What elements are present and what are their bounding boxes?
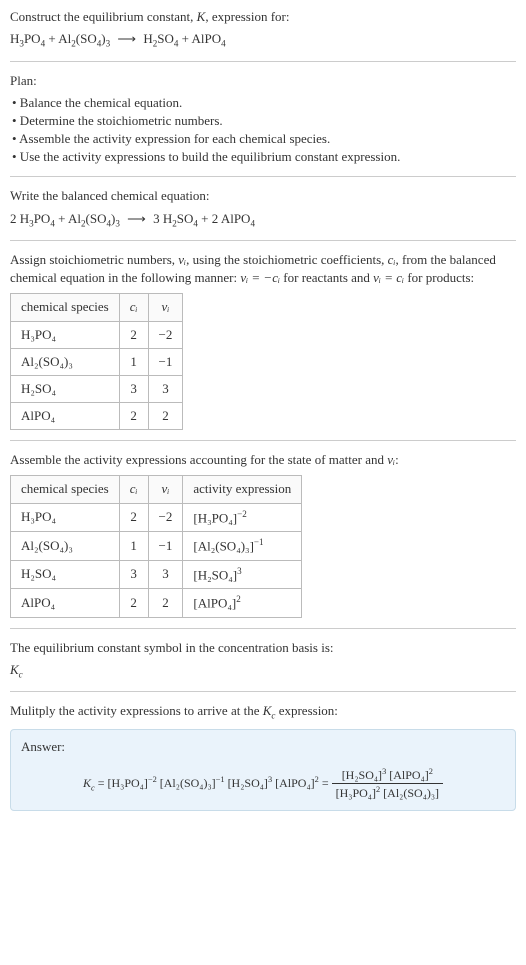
denominator: [H₃PO₄]2 [Al₂(SO₄)₃]: [332, 784, 443, 802]
table-row: Al₂(SO₄)₃1−1: [11, 348, 183, 375]
col-vi: νᵢ: [148, 476, 183, 503]
plan-section: Plan: • Balance the chemical equation. •…: [10, 72, 516, 178]
kc-symbol-section: The equilibrium constant symbol in the c…: [10, 639, 516, 693]
balanced-equation: 2 H3PO4 + Al2(SO4)3 ⟶ 3 H2SO4 + 2 AlPO4: [10, 210, 516, 230]
table-row: AlPO₄22[AlPO₄]2: [11, 589, 302, 618]
balanced-section: Write the balanced chemical equation: 2 …: [10, 187, 516, 241]
prompt-line: Construct the equilibrium constant, K, e…: [10, 8, 516, 26]
activity-table: chemical species cᵢ νᵢ activity expressi…: [10, 475, 302, 617]
plan-item: • Assemble the activity expression for e…: [12, 130, 516, 148]
activity-title: Assemble the activity expressions accoun…: [10, 451, 516, 469]
answer-box: Answer: Kc = [H₃PO₄]−2 [Al₂(SO₄)₃]−1 [H₂…: [10, 729, 516, 812]
table-row: H₃PO₄2−2: [11, 321, 183, 348]
col-vi: νᵢ: [148, 294, 183, 321]
activity-section: Assemble the activity expressions accoun…: [10, 451, 516, 628]
stoich-table: chemical species cᵢ νᵢ H₃PO₄2−2 Al₂(SO₄)…: [10, 293, 183, 430]
answer-section: Mulitply the activity expressions to arr…: [10, 702, 516, 811]
col-activity: activity expression: [183, 476, 302, 503]
plan-item: • Use the activity expressions to build …: [12, 148, 516, 166]
col-species: chemical species: [11, 294, 120, 321]
col-ci: cᵢ: [119, 294, 148, 321]
kc-expression: Kc = [H₃PO₄]−2 [Al₂(SO₄)₃]−1 [H₂SO₄]3 [A…: [21, 766, 505, 803]
prompt-text: Construct the equilibrium constant,: [10, 9, 197, 24]
unbalanced-equation: H3PO4 + Al2(SO4)3 ⟶ H2SO4 + AlPO4: [10, 30, 516, 50]
table-header-row: chemical species cᵢ νᵢ activity expressi…: [11, 476, 302, 503]
table-row: H₃PO₄2−2[H₃PO₄]−2: [11, 503, 302, 532]
table-row: H₂SO₄33[H₂SO₄]3: [11, 560, 302, 589]
plan-title: Plan:: [10, 72, 516, 90]
table-row: H₂SO₄33: [11, 375, 183, 402]
stoich-section: Assign stoichiometric numbers, νᵢ, using…: [10, 251, 516, 441]
numerator: [H₂SO₄]3 [AlPO₄]2: [332, 766, 443, 785]
table-row: Al₂(SO₄)₃1−1[Al₂(SO₄)₃]−1: [11, 532, 302, 561]
prompt-text-2: , expression for:: [205, 9, 289, 24]
col-ci: cᵢ: [119, 476, 148, 503]
kc-symbol: Kc: [10, 661, 516, 681]
table-row: AlPO₄22: [11, 403, 183, 430]
plan-item: • Determine the stoichiometric numbers.: [12, 112, 516, 130]
answer-label: Answer:: [21, 738, 505, 756]
plan-item: • Balance the chemical equation.: [12, 94, 516, 112]
table-header-row: chemical species cᵢ νᵢ: [11, 294, 183, 321]
fraction: [H₂SO₄]3 [AlPO₄]2[H₃PO₄]2 [Al₂(SO₄)₃]: [332, 766, 443, 803]
stoich-text: Assign stoichiometric numbers, νᵢ, using…: [10, 251, 516, 287]
col-species: chemical species: [11, 476, 120, 503]
kc-text: The equilibrium constant symbol in the c…: [10, 639, 516, 657]
balanced-title: Write the balanced chemical equation:: [10, 187, 516, 205]
arrow-icon: ⟶: [110, 31, 143, 46]
intro-section: Construct the equilibrium constant, K, e…: [10, 8, 516, 62]
arrow-icon: ⟶: [120, 211, 153, 226]
plan-list: • Balance the chemical equation. • Deter…: [10, 94, 516, 167]
multiply-text: Mulitply the activity expressions to arr…: [10, 702, 516, 722]
